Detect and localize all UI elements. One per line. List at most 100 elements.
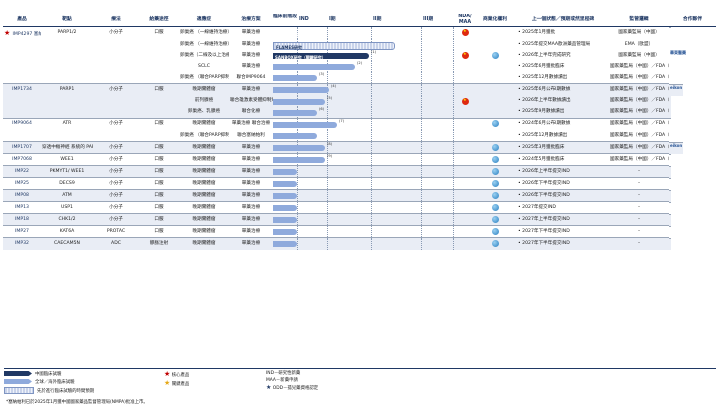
phase-gridline [371, 130, 372, 141]
phase-gridline [453, 130, 454, 141]
target: PKMYT1/ WEE1 [41, 165, 93, 178]
globe-icon [491, 51, 499, 59]
phase-gridline [421, 214, 422, 225]
milestone: • 2025年3月獲批臨床 [517, 141, 609, 154]
phase-progress: FLAMES研究 [273, 26, 473, 39]
phase-gridline [371, 84, 372, 96]
target [41, 61, 93, 72]
phase-gridline [421, 178, 422, 189]
indication: 晚期實體瘤 [179, 225, 229, 238]
globe-icon [491, 167, 499, 175]
legend-ind: IND－研究性新藥 [266, 371, 301, 376]
phase-gridline [371, 106, 372, 118]
regulatory: – [609, 201, 669, 214]
phase-gridline [327, 27, 328, 39]
table-row: 卵巢癌（二線及以上治療，BRCA突變型） 單藥治療 SANBOX研究（關鍵研究） (1… [3, 50, 716, 61]
rights-cell [473, 153, 517, 166]
phase-gridline [327, 95, 328, 107]
phase-bar [273, 229, 297, 235]
phase-bar [273, 193, 297, 199]
partner-logo [669, 189, 671, 202]
rights-cell [473, 83, 517, 96]
legend-core-product: ★ 核心產品 [164, 370, 190, 378]
indication: 卵巢癌 （聯合PARP抑制劑） [180, 74, 229, 80]
phase-gridline [453, 190, 454, 201]
indication: 卵巢癌、乳腺癌 [179, 106, 229, 118]
regimen: 單藥治療 [241, 63, 261, 69]
table-row: IMP08 ATM 小分子 口服 晚期實體瘤 單藥治療 • 2026年下半年提交IND – [3, 189, 716, 202]
route [139, 72, 179, 84]
route: 口服 [139, 225, 179, 238]
table-row: 卵巢癌 （聯合PARP抑制劑） 聯合IMP9064 (3) • 2025年12月數據讀… [3, 72, 716, 84]
modality: ADC [93, 237, 139, 250]
indication: 晚期實體瘤 [179, 237, 229, 250]
regimen: 單藥治療 [229, 165, 273, 178]
indication: 卵巢癌 （一線維持治療） [179, 26, 229, 39]
footnote-ref: (3) [319, 72, 325, 76]
regimen: 單藥治療 [229, 153, 273, 166]
route: 口服 [139, 213, 179, 226]
milestone: • 2027年下半年提交IND [517, 237, 609, 250]
target [41, 106, 93, 118]
phase-gridline [453, 39, 454, 50]
phase-gridline [453, 142, 454, 153]
product-name: IMP22 [3, 165, 41, 178]
milestone: • 2024年5月獲批臨床 [517, 153, 609, 166]
globe-icon [491, 155, 499, 163]
phase-bar: SANBOX研究（關鍵研究） [273, 53, 369, 60]
phase-bar [273, 205, 297, 211]
phase-gridline [327, 166, 328, 177]
table-row: IMP18 CHK1/2 小分子 口服 晚期實體瘤 單藥治療 • 2027年上半年提交IND… [3, 213, 716, 226]
modality [93, 106, 139, 118]
rights-cell [473, 95, 517, 107]
phase-gridline [421, 190, 422, 201]
phase-bar [273, 87, 329, 93]
legend-odd: ★ ODD－孤兒藥資格認定 [266, 384, 319, 391]
phase-bar [273, 64, 355, 70]
phase-gridline [453, 95, 454, 107]
route [139, 61, 179, 72]
regimen: 單藥治療 [229, 201, 273, 214]
route: 口服 [139, 26, 179, 39]
phase-gridline [421, 39, 422, 50]
phase-gridline [327, 190, 328, 201]
rights-cell [473, 177, 517, 190]
product-name [3, 95, 41, 107]
phase-progress [273, 237, 473, 250]
phase-gridline [297, 226, 298, 237]
globe-icon [491, 191, 499, 199]
header-ind: IND [299, 17, 309, 22]
partner-logo [669, 165, 671, 178]
product-name [3, 130, 41, 142]
header-nda: NDA/ MAA [458, 14, 472, 25]
regulatory: 國家藥監局（中國）／FDA（美國） [609, 141, 669, 154]
header-rights: 商業化權利 [473, 14, 517, 27]
phase-gridline [327, 142, 328, 153]
phase-gridline [297, 238, 298, 250]
phase-gridline [371, 154, 372, 165]
globe-icon [491, 179, 499, 187]
milestone: • 2025年12月數據讀出 [518, 132, 568, 138]
table-header: 產品 靶點 療法 給藥途徑 適應症 治療方案 臨床前階段 IND I期 II期 … [3, 14, 716, 27]
regulatory: 國家藥監局（中國）／FDA（美國） [609, 153, 669, 166]
milestone: • 2027年上半年提交IND [517, 213, 609, 226]
blue-star-icon: ★ [266, 384, 272, 391]
table-row: IMP25 DECS9 小分子 口服 晚期實體瘤 單藥治療 • 2026年下半年提交IND – [3, 177, 716, 190]
phase-gridline [453, 106, 454, 118]
phase-gridline [327, 72, 328, 83]
modality: PROTAC [93, 225, 139, 238]
phase-gridline [453, 72, 454, 83]
regulatory: 國家藥監局（中國） [618, 52, 660, 58]
phase-progress: (4) [273, 83, 473, 96]
regimen: 單藥治療 [241, 52, 261, 58]
phase-progress: (7) [273, 117, 473, 130]
partner-logo [669, 130, 671, 141]
phase-gridline [327, 178, 328, 189]
phase-gridline [371, 61, 372, 72]
phase-gridline [421, 166, 422, 177]
modality [93, 61, 139, 72]
route: 靜脈注射 [139, 237, 179, 250]
study-label: FLAMES研究 [276, 45, 302, 50]
target: USP1 [41, 201, 93, 214]
